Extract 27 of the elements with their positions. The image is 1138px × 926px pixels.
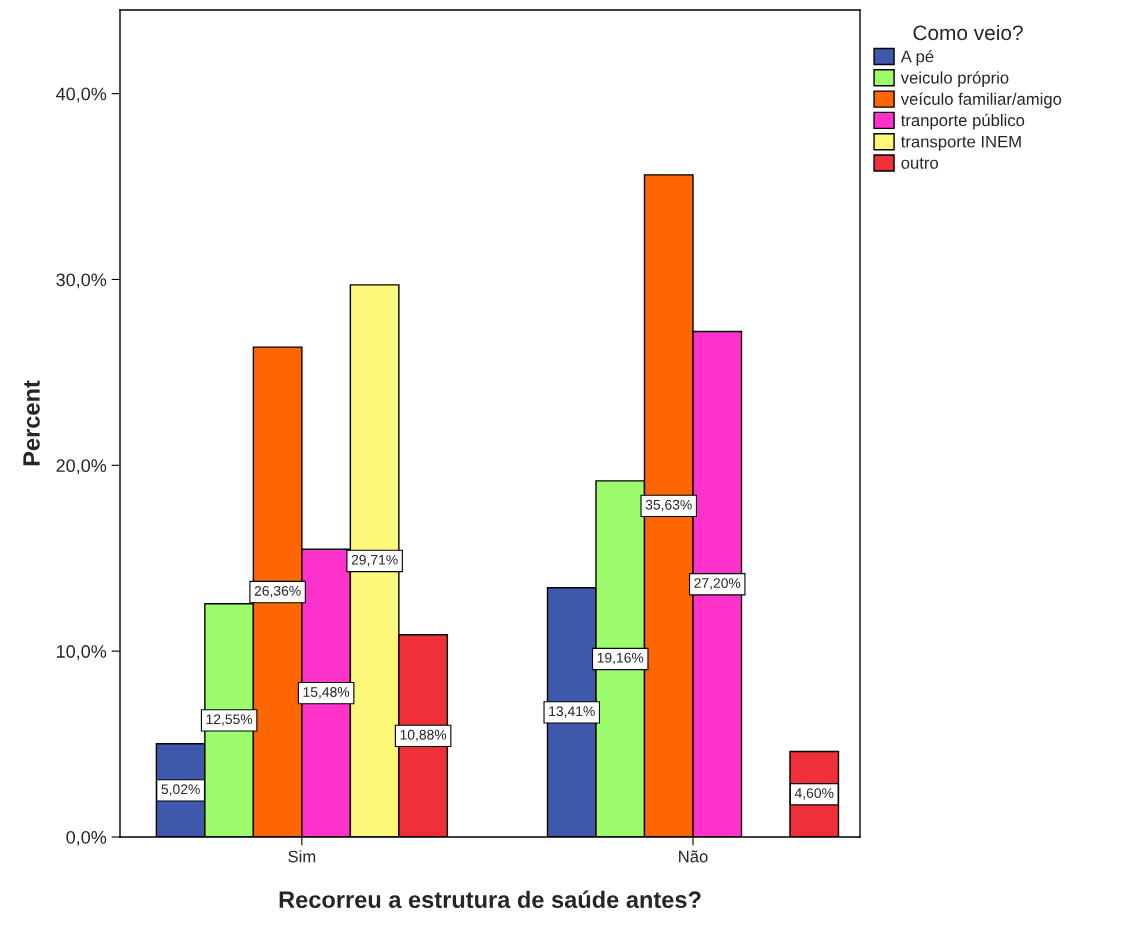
legend-label: outro [901,157,939,169]
y-tick-label: 40,0% [56,87,107,103]
legend-label: veículo familiar/amigo [900,92,1062,109]
data-label: 13,41% [549,706,595,718]
x-tick-label: Não [679,850,708,863]
legend-label: veiculo próprio [900,71,1009,87]
data-label: 19,16% [597,652,644,665]
y-tick-label: 20,0% [56,459,107,475]
data-label: 10,88% [400,729,447,742]
legend-label: A pé [900,49,934,66]
data-label: 4,60% [794,788,834,800]
data-label: 5,02% [161,784,200,796]
data-label: 27,20% [694,578,741,590]
data-label: 12,55% [206,714,253,726]
x-tick-label: Sim [288,850,316,863]
y-tick-label: 30,0% [56,273,107,289]
data-label: 35,63% [645,499,692,512]
data-label: 26,36% [254,585,301,598]
y-axis-title: Percent [23,380,40,466]
data-label: 29,71% [351,554,398,567]
data-label: 15,48% [303,687,350,699]
y-tick-label: 10,0% [56,645,107,661]
legend-title: Como veio? [913,24,1023,41]
legend-label: transporte INEM [900,135,1021,151]
y-tick-label: 0,0% [66,830,107,846]
legend-label: tranporte público [900,113,1025,130]
x-axis-title: Recorreu a estrutura de saúde antes? [279,890,701,909]
